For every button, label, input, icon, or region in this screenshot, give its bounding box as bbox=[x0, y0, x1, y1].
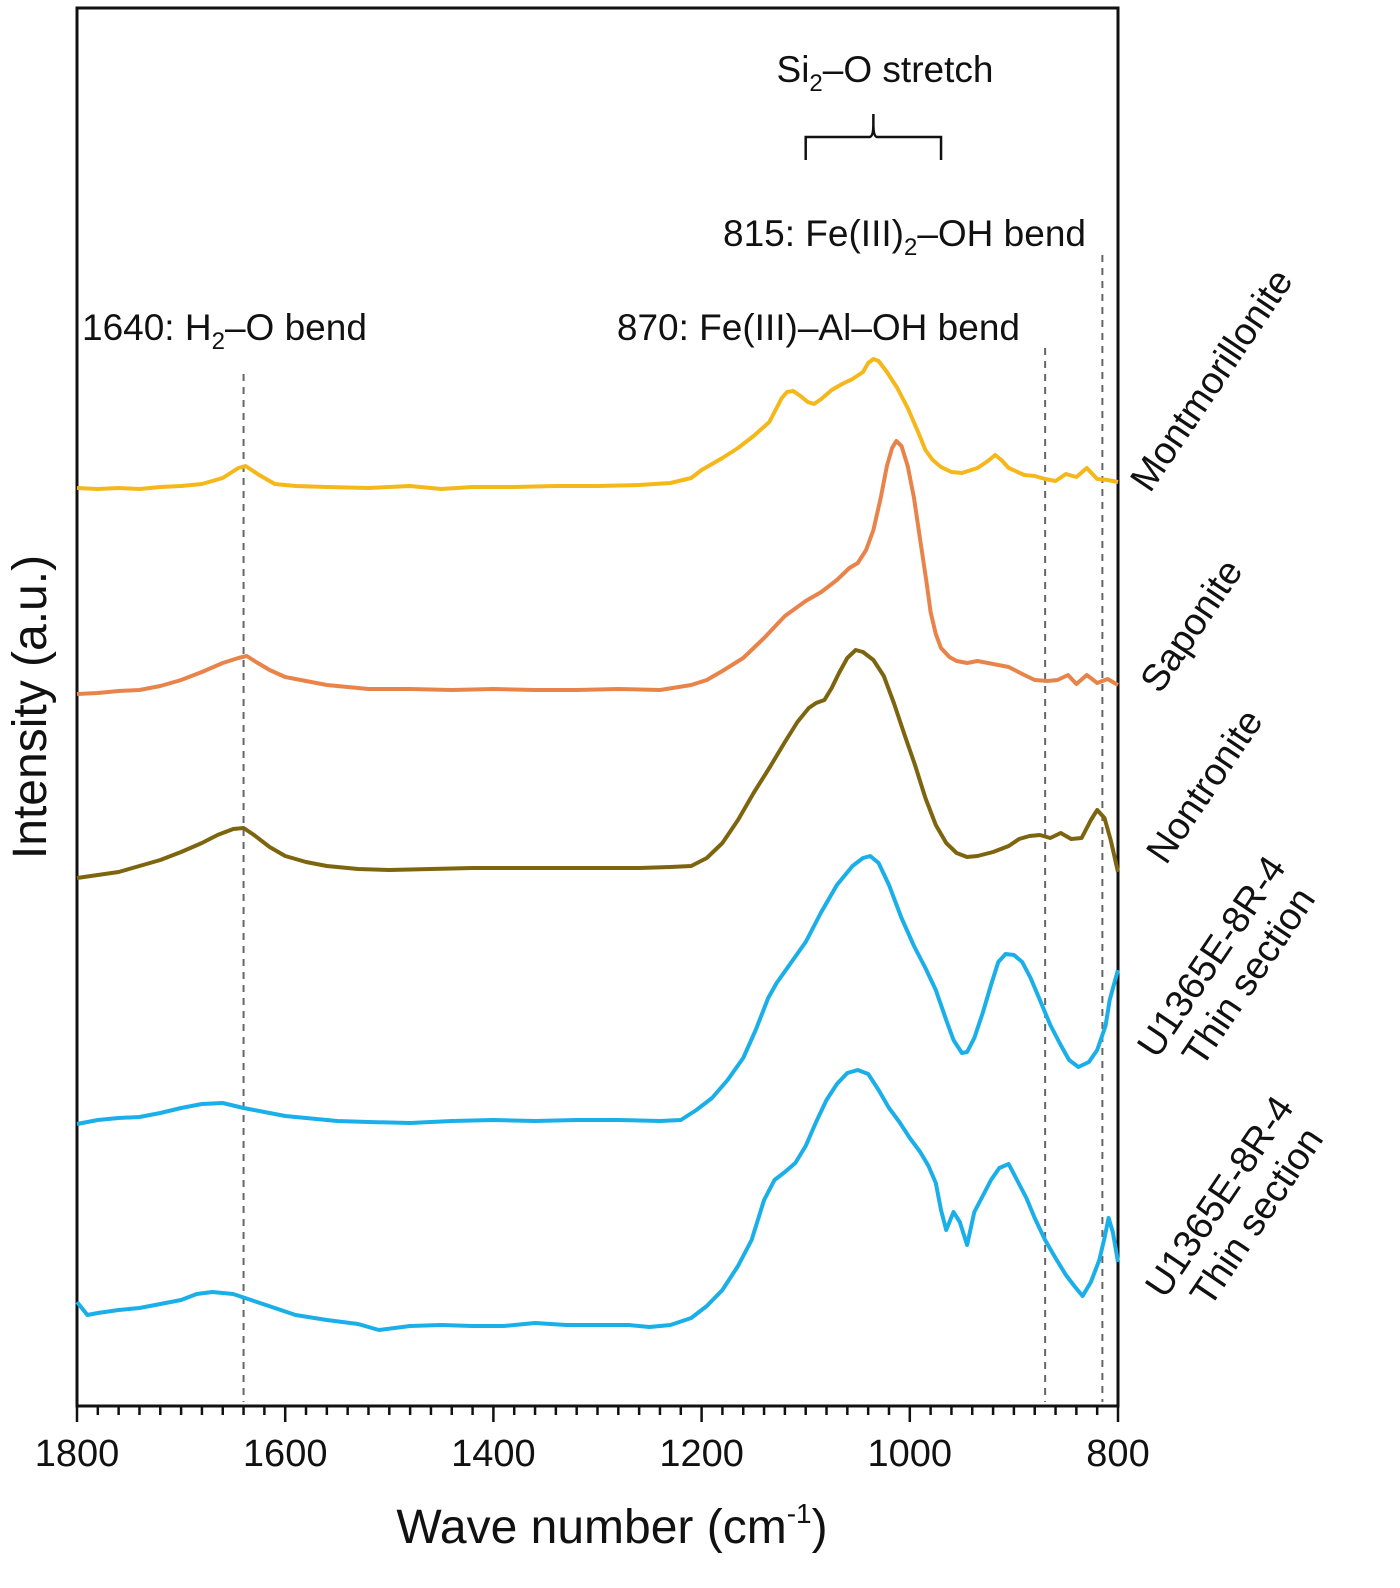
series-line-u2 bbox=[75, 1068, 1120, 1332]
annotation-870-fe-al-oh-bend: 870: Fe(III)–Al–OH bend bbox=[617, 307, 1020, 348]
series-line-sap bbox=[76, 439, 1119, 696]
x-tick-label: 1000 bbox=[868, 1433, 953, 1475]
annotation-815-fe2-oh-bend: 815: Fe(III)2–OH bend bbox=[723, 213, 1086, 261]
series-label-mont: Montmorillonite bbox=[1123, 262, 1302, 499]
y-axis-title: Intensity (a.u.) bbox=[4, 555, 57, 859]
x-tick-label: 1200 bbox=[659, 1433, 744, 1475]
annotation-si2o-stretch: Si2–O stretch bbox=[777, 49, 994, 97]
x-tick-label: 1800 bbox=[35, 1433, 120, 1475]
series-label-u1: U1365E-8R-4Thin section bbox=[1130, 849, 1330, 1089]
series-label-sap: Saponite bbox=[1133, 552, 1252, 700]
series-label-nont: Nontronite bbox=[1139, 702, 1272, 871]
annotation-1640-h2o-bend: 1640: H2–O bend bbox=[82, 307, 367, 355]
x-axis-title: Wave number (cm-1) bbox=[396, 1498, 827, 1554]
x-axis-ticks: 1800 1600 1400 1200 1000 800 bbox=[35, 1406, 1150, 1475]
series-labels: MontmorilloniteSaponiteNontroniteU1365E-… bbox=[1123, 262, 1338, 1329]
x-tick-label: 800 bbox=[1086, 1433, 1149, 1475]
series-label-u2: U1365E-8R-4Thin section bbox=[1138, 1089, 1338, 1329]
x-tick-label: 1600 bbox=[243, 1433, 328, 1475]
series-line-nont bbox=[76, 648, 1120, 880]
si2o-bracket bbox=[804, 114, 943, 160]
series-line-u1 bbox=[76, 854, 1120, 1126]
series-group bbox=[75, 357, 1120, 1332]
series-line-mont bbox=[76, 357, 1119, 491]
x-tick-label: 1400 bbox=[451, 1433, 536, 1475]
